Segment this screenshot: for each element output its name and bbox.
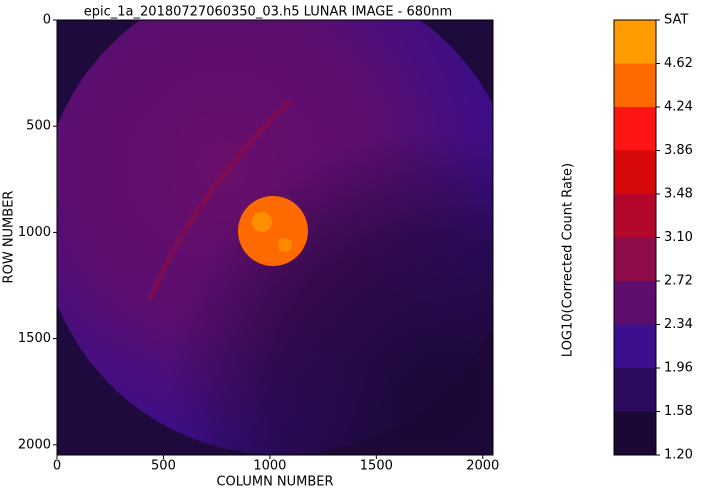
- y-tick-label: 500: [26, 119, 51, 134]
- colorbar-band: [614, 325, 656, 369]
- colorbar-band: [614, 151, 656, 195]
- x-tick-label: 1500: [360, 459, 393, 474]
- colorbar-label: LOG10(Corrected Count Rate): [561, 163, 576, 357]
- colorbar-tick-label: 1.96: [664, 361, 693, 376]
- colorbar-tick-label: 4.62: [664, 56, 693, 71]
- colorbar-band: [614, 64, 656, 108]
- y-tick-label: 2000: [18, 437, 51, 452]
- colorbar-tick-label: 2.72: [664, 274, 693, 289]
- colorbar-tick-label: 2.34: [664, 317, 693, 332]
- y-tick-label: 1000: [18, 225, 51, 240]
- colorbar-band: [614, 281, 656, 325]
- chart-title: epic_1a_20180727060350_03.h5 LUNAR IMAGE…: [84, 5, 452, 20]
- colorbar-band: [614, 368, 656, 412]
- page: epic_1a_20180727060350_03.h5 LUNAR IMAGE…: [0, 0, 706, 492]
- colorbar-band: [614, 238, 656, 282]
- colorbar-tick-label: 1.58: [664, 404, 693, 419]
- colorbar-tick-label: SAT: [664, 13, 688, 28]
- colorbar-band: [614, 107, 656, 151]
- x-tick-label: 0: [53, 459, 61, 474]
- colorbar-tick-label: 3.10: [664, 230, 693, 245]
- colorbar-band: [614, 20, 656, 64]
- y-tick-label: 1500: [18, 331, 51, 346]
- colorbar-tick-label: 4.24: [664, 100, 693, 115]
- x-tick-label: 1000: [253, 459, 286, 474]
- colorbar-band: [614, 194, 656, 238]
- y-tick-label: 0: [43, 13, 51, 28]
- colorbar-tick-label: 3.48: [664, 187, 693, 202]
- x-tick-label: 500: [151, 459, 176, 474]
- colorbar-tick-label: 3.86: [664, 143, 693, 158]
- x-axis-label: COLUMN NUMBER: [216, 475, 333, 490]
- chart: epic_1a_20180727060350_03.h5 LUNAR IMAGE…: [0, 0, 706, 492]
- y-axis-label: ROW NUMBER: [2, 191, 17, 284]
- colorbar-tick-label: 1.20: [664, 448, 693, 463]
- colorbar-band: [614, 412, 656, 456]
- x-tick-label: 2000: [466, 459, 499, 474]
- lunar-image: [40, 0, 520, 455]
